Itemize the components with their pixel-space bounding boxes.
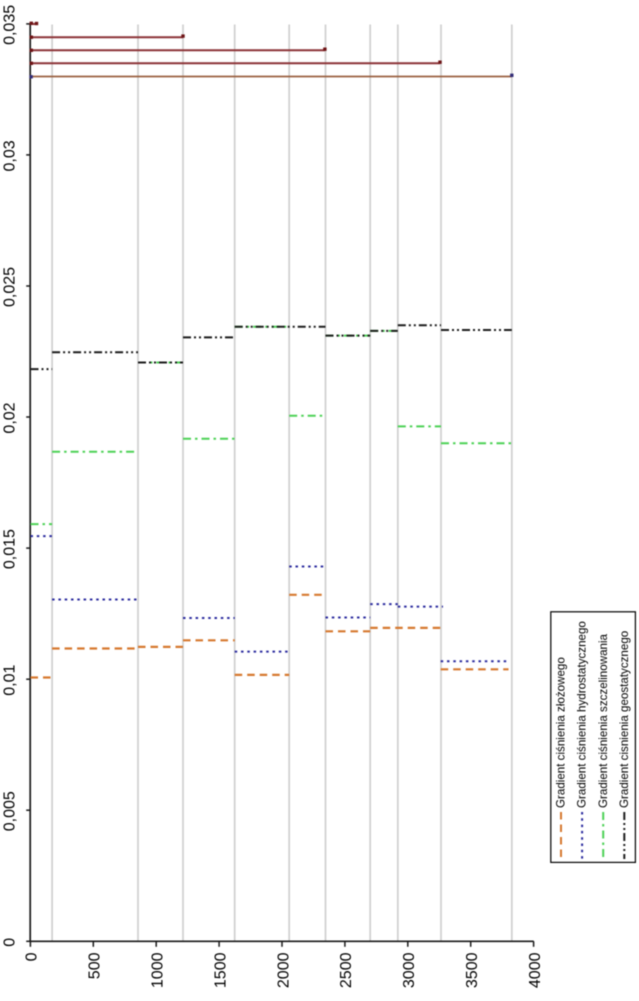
svg-text:0,035: 0,035 (1, 5, 18, 45)
svg-text:3500: 3500 (464, 952, 481, 988)
svg-text:0: 0 (1, 938, 18, 947)
svg-text:4000: 4000 (527, 952, 544, 988)
svg-text:0,025: 0,025 (1, 267, 18, 307)
svg-text:Gradient cisnienia geostatyczn: Gradient cisnienia geostatycznego (618, 631, 631, 808)
svg-text:0,015: 0,015 (1, 529, 18, 569)
svg-text:Gradient ciśnienia szczelinowa: Gradient ciśnienia szczelinowania (597, 633, 610, 808)
svg-text:Gradient ciśnienia hydrostatyc: Gradient ciśnienia hydrostatycznego (576, 621, 589, 808)
svg-text:0,01: 0,01 (1, 665, 18, 696)
svg-text:3000: 3000 (401, 952, 418, 988)
svg-text:1500: 1500 (212, 952, 229, 988)
svg-text:0: 0 (24, 952, 41, 961)
svg-text:0,03: 0,03 (1, 140, 18, 171)
svg-text:1000: 1000 (150, 952, 167, 988)
svg-text:500: 500 (87, 952, 104, 979)
svg-text:0,02: 0,02 (1, 402, 18, 433)
svg-text:2500: 2500 (338, 952, 355, 988)
svg-text:0,005: 0,005 (1, 791, 18, 831)
svg-text:Gradient ciśnienia złożowego: Gradient ciśnienia złożowego (555, 657, 568, 808)
svg-text:2000: 2000 (275, 952, 292, 988)
